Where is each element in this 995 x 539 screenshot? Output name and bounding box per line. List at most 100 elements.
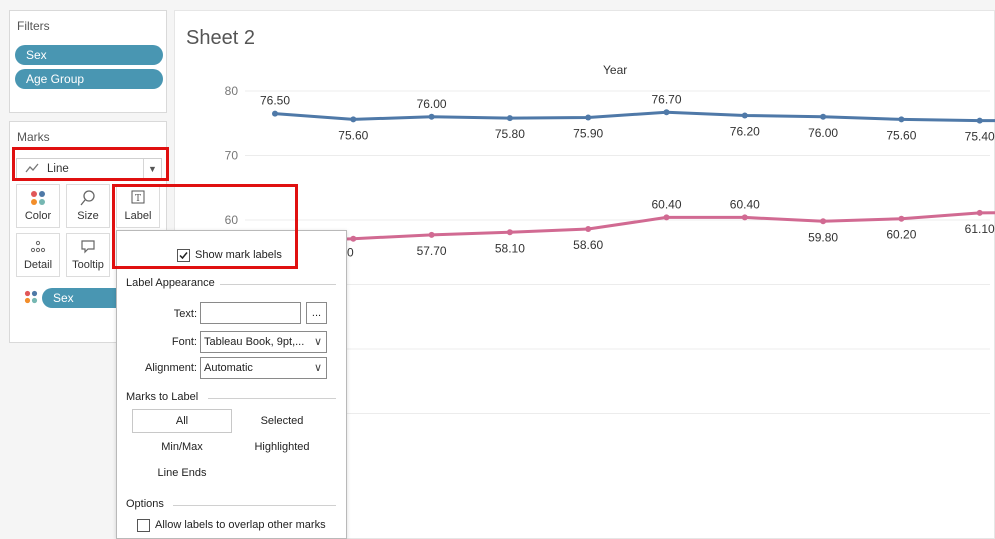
marks-option-line-ends[interactable]: Line Ends [157, 467, 207, 479]
data-point [741, 214, 748, 221]
data-label: 60.40 [730, 197, 760, 211]
data-point [428, 231, 435, 238]
line-chart: 80 70 60 76.50 75.60 76.00 75.80 75.90 76.70 76.2… [225, 84, 995, 414]
data-label: 75.80 [495, 127, 525, 141]
data-point [272, 110, 278, 117]
data-label: 61.10 [965, 222, 995, 236]
alignment-dropdown[interactable]: Automatic ∨ [200, 357, 327, 379]
checkmark-icon [179, 252, 188, 260]
marks-option-all[interactable]: All [132, 409, 232, 433]
color-button[interactable]: Color [16, 184, 60, 228]
series-line [274, 110, 995, 123]
text-more-button[interactable]: ... [306, 302, 327, 324]
show-mark-labels-label: Show mark labels [195, 249, 282, 261]
data-label: 76.20 [730, 125, 760, 139]
chevron-down-icon: ∨ [313, 362, 322, 374]
size-button[interactable]: Size [66, 184, 110, 228]
size-icon [67, 189, 109, 207]
data-point [741, 112, 748, 119]
data-label: 58.60 [573, 238, 603, 252]
data-label: 58.10 [495, 241, 525, 255]
marks-option-minmax[interactable]: Min/Max [161, 441, 203, 453]
filter-pill-sex[interactable]: Sex [15, 45, 163, 65]
data-label: 75.40 [965, 130, 995, 144]
detail-dots-icon [17, 238, 59, 256]
data-point [428, 113, 435, 120]
show-mark-labels-checkbox[interactable] [177, 249, 190, 262]
y-tick-label: 70 [225, 149, 239, 163]
text-label: Text: [173, 308, 197, 320]
palette-icon [17, 189, 59, 207]
filter-pill-age-group[interactable]: Age Group [15, 69, 163, 89]
allow-overlap-label: Allow labels to overlap other marks [155, 519, 326, 531]
font-label: Font: [171, 336, 197, 348]
data-point [350, 116, 357, 123]
mark-type-label: Line [47, 163, 69, 175]
data-point [976, 117, 983, 124]
data-label: 76.00 [808, 126, 838, 140]
data-label: 76.00 [417, 97, 447, 111]
data-point [663, 214, 670, 221]
label-appearance-heading: Label Appearance [126, 277, 215, 289]
y-tick-label: 60 [225, 213, 239, 227]
label-button-label: Label [124, 210, 152, 222]
marks-option-highlighted[interactable]: Highlighted [254, 441, 310, 453]
filters-card: Filters Sex Age Group [9, 10, 167, 113]
options-heading: Options [126, 498, 164, 510]
allow-overlap-checkbox[interactable] [137, 519, 150, 532]
detail-button[interactable]: Detail [16, 233, 60, 277]
highlight-show-labels [112, 184, 298, 269]
alignment-label: Alignment: [145, 362, 197, 374]
data-label: 60.40 [651, 197, 681, 211]
tooltip-icon [67, 238, 109, 256]
data-point [506, 115, 513, 122]
data-label: 0 [347, 246, 354, 260]
data-point [506, 229, 513, 236]
data-label: 75.60 [338, 128, 368, 142]
data-point [976, 209, 983, 216]
data-point [350, 235, 357, 242]
color-button-label: Color [24, 210, 52, 222]
marks-title: Marks [17, 130, 50, 144]
line-mark-icon [25, 161, 39, 182]
filters-title: Filters [17, 19, 50, 33]
marks-to-label-heading: Marks to Label [126, 391, 199, 403]
data-point [585, 114, 592, 121]
detail-button-label: Detail [23, 259, 53, 271]
data-point [898, 116, 905, 123]
chevron-down-icon[interactable]: ▼ [143, 159, 161, 179]
color-pill-palette-icon [24, 290, 38, 309]
data-label: 76.70 [651, 92, 681, 106]
label-popup: Show mark labels Label Appearance Text: … [116, 230, 347, 539]
chevron-down-icon: ∨ [313, 336, 322, 348]
size-button-label: Size [77, 210, 99, 222]
label-text-icon: T [117, 189, 159, 207]
data-point [585, 226, 592, 233]
text-field[interactable] [200, 302, 301, 324]
data-label: 76.50 [260, 94, 290, 108]
highlight-mark-type [12, 147, 169, 181]
divider [220, 284, 336, 285]
svg-text:T: T [135, 194, 141, 204]
data-point [820, 218, 827, 225]
column-header-year: Year [603, 63, 628, 77]
tooltip-button[interactable]: Tooltip [66, 233, 110, 277]
sheet-title: Sheet 2 [186, 27, 255, 49]
y-tick-label: 80 [225, 84, 239, 98]
series-line [274, 211, 995, 243]
data-label: 75.60 [886, 128, 916, 142]
font-value: Tableau Book, 9pt,... [204, 336, 305, 348]
divider [208, 398, 336, 399]
data-label: 57.70 [417, 244, 447, 258]
data-label: 75.90 [573, 126, 603, 140]
data-point [898, 215, 905, 222]
alignment-value: Automatic [204, 362, 253, 374]
data-label: 59.80 [808, 230, 838, 244]
marks-option-selected[interactable]: Selected [260, 415, 304, 427]
font-dropdown[interactable]: Tableau Book, 9pt,... ∨ [200, 331, 327, 353]
data-point [663, 109, 670, 116]
divider [173, 505, 336, 506]
data-point [820, 113, 827, 120]
tooltip-button-label: Tooltip [72, 259, 104, 271]
data-label: 60.20 [886, 228, 916, 242]
